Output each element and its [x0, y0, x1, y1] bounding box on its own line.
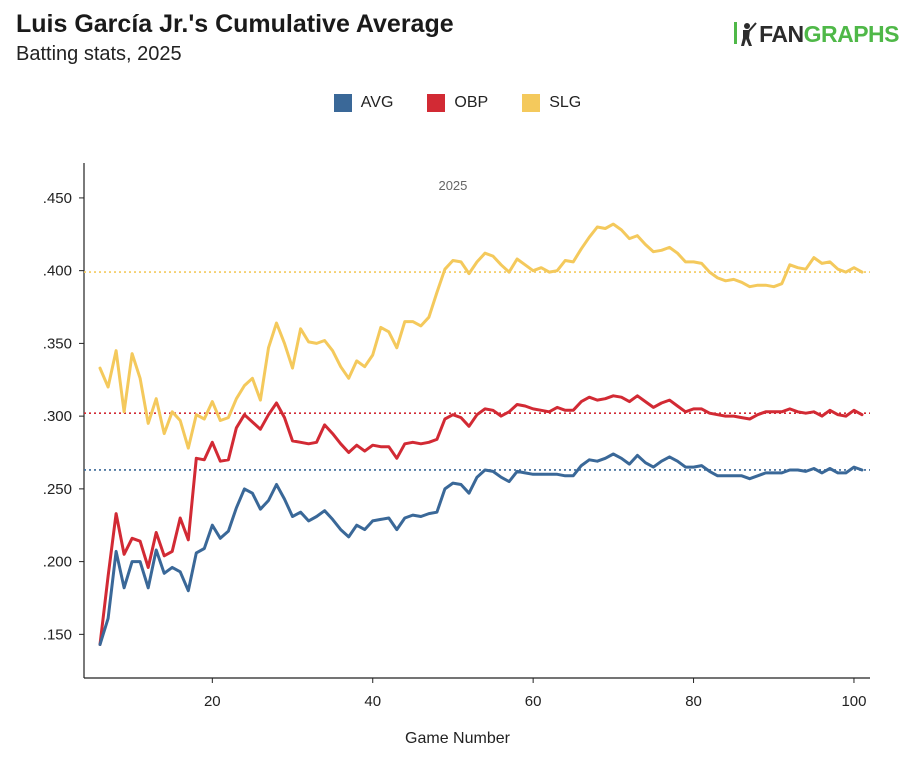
y-tick-label: .400 [43, 263, 72, 280]
y-tick-label: .450 [43, 190, 72, 207]
logo-text-fan: FAN [759, 20, 804, 47]
batter-icon [734, 22, 757, 46]
x-tick-label: 60 [525, 693, 542, 710]
series-line-avg [98, 452, 864, 646]
legend-label-slg: SLG [549, 94, 582, 111]
legend-item-slg: SLG [522, 94, 581, 112]
chart-legend: AVG OBP SLG [0, 94, 915, 112]
season-annotation: 2025 [438, 178, 467, 193]
legend-swatch-slg [522, 94, 541, 112]
legend-item-obp: OBP [427, 94, 488, 112]
series-line-slg [98, 222, 864, 450]
x-tick-label: 40 [364, 693, 381, 710]
x-tick-label: 20 [204, 693, 221, 710]
y-tick-label: .150 [43, 626, 72, 643]
x-tick-label: 80 [685, 693, 702, 710]
legend-label-avg: AVG [360, 94, 394, 111]
y-tick-label: .350 [43, 335, 72, 352]
y-tick-label: .250 [43, 481, 72, 498]
fangraphs-logo[interactable]: FAN GRAPHS [733, 20, 900, 48]
y-tick-label: .200 [43, 554, 72, 571]
legend-item-avg: AVG [333, 94, 394, 112]
legend-swatch-obp [427, 94, 446, 112]
chart-subtitle: Batting stats, 2025 [16, 43, 182, 65]
logo-text-graphs: GRAPHS [803, 20, 900, 47]
legend-swatch-avg [333, 94, 352, 112]
legend-label-obp: OBP [454, 94, 489, 111]
x-axis-label: Game Number [405, 730, 510, 747]
series-line-obp [98, 394, 864, 646]
x-tick-label: 100 [841, 693, 866, 710]
y-tick-label: .300 [43, 408, 72, 425]
chart-title: Luis García Jr.'s Cumulative Average [16, 10, 454, 38]
